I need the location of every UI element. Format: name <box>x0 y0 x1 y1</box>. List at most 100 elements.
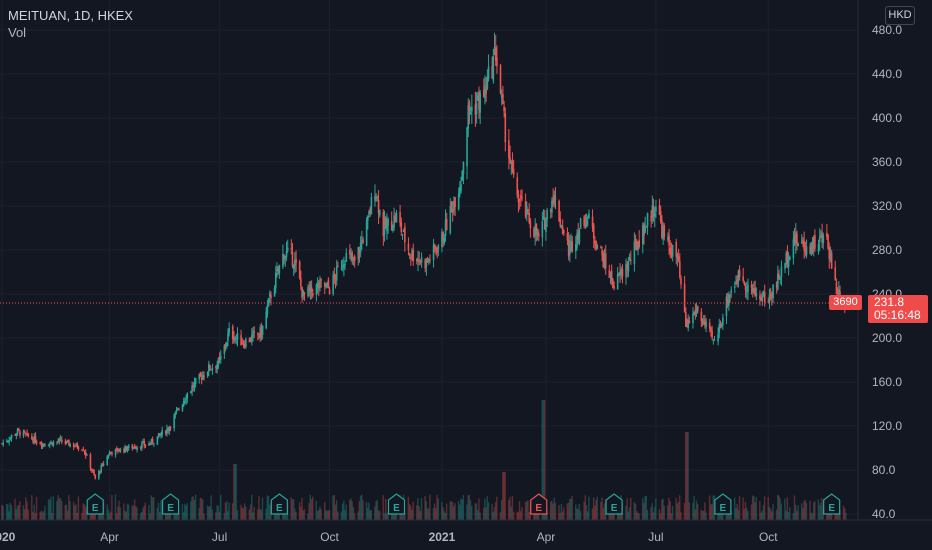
currency-badge[interactable]: HKD <box>885 6 915 25</box>
candle-body <box>323 282 326 287</box>
candle-body <box>410 256 412 258</box>
candle-body <box>93 470 95 475</box>
candle-body <box>711 330 713 338</box>
candle-body <box>123 449 125 452</box>
volume-bar <box>58 498 60 520</box>
candle-body <box>420 257 423 263</box>
candle-body <box>667 237 669 240</box>
candle-body <box>144 444 147 446</box>
earnings-marker[interactable]: E <box>86 493 104 515</box>
volume-bar <box>353 513 356 520</box>
volume-bar <box>150 495 153 520</box>
volume-indicator-label[interactable]: Vol <box>8 25 27 40</box>
volume-bar <box>344 509 346 520</box>
volume-bar <box>367 507 369 520</box>
volume-bar <box>695 500 698 520</box>
volume-bar <box>368 502 370 520</box>
candle-body <box>817 244 820 252</box>
candle-body <box>184 400 186 403</box>
volume-bar <box>812 502 815 520</box>
volume-bar <box>595 500 597 520</box>
candle-body <box>399 212 401 224</box>
volume-bar <box>115 513 118 520</box>
volume-bar <box>375 501 377 520</box>
candle-body <box>153 443 155 445</box>
volume-bar <box>35 496 38 520</box>
earnings-marker[interactable]: E <box>714 493 732 515</box>
volume-bar <box>471 505 473 520</box>
candle-body <box>317 282 320 289</box>
candle-body <box>349 249 351 255</box>
candle-body <box>181 404 184 411</box>
volume-bar <box>261 497 264 520</box>
earnings-marker[interactable]: E <box>161 493 180 515</box>
volume-bar <box>84 506 87 520</box>
candle-body <box>245 338 247 348</box>
candle-body <box>493 47 496 55</box>
candle-body <box>14 434 16 436</box>
volume-bar <box>542 400 545 520</box>
candle-body <box>191 385 193 393</box>
candle-body <box>98 471 100 479</box>
candle-body <box>39 442 42 445</box>
volume-bar <box>444 513 447 520</box>
candle-body <box>579 218 582 229</box>
volume-bar <box>333 495 335 520</box>
candle-body <box>761 296 764 301</box>
earnings-marker[interactable]: E <box>387 493 406 515</box>
volume-bar <box>143 505 145 520</box>
volume-bar <box>512 511 515 520</box>
candle-body <box>584 224 587 226</box>
volume-bar <box>645 496 647 520</box>
candle-body <box>209 365 211 370</box>
candle-body <box>425 259 428 267</box>
volume-bar <box>454 503 456 520</box>
volume-bar <box>210 495 212 520</box>
candle-body <box>408 253 411 256</box>
volume-bar <box>794 505 797 520</box>
volume-bar <box>484 498 486 520</box>
volume-bar <box>638 513 640 520</box>
volume-bar <box>182 512 185 520</box>
volume-bar <box>608 510 610 520</box>
candle-body <box>677 256 680 261</box>
candle-body <box>378 210 381 216</box>
candle-body <box>742 276 744 282</box>
volume-bar <box>59 497 62 520</box>
candle-body <box>460 184 462 191</box>
candle-body <box>688 320 691 323</box>
earnings-marker[interactable]: E <box>530 493 548 515</box>
candle-body <box>536 232 539 234</box>
price-axis[interactable]: 40.080.0120.0160.0200.0240.0280.0320.036… <box>857 0 902 521</box>
candle-body <box>412 249 415 262</box>
earnings-marker[interactable]: E <box>270 493 288 515</box>
candle-body <box>173 415 175 429</box>
candle-body <box>576 234 578 248</box>
volume-bar <box>786 497 789 520</box>
volume-bar <box>424 496 426 520</box>
candle-body <box>479 92 481 113</box>
volume-bar <box>675 498 677 520</box>
volume-bar <box>528 511 530 520</box>
candle-body <box>285 250 288 258</box>
candle-body <box>132 446 135 448</box>
volume-bar <box>652 512 655 520</box>
candle-body <box>510 161 513 165</box>
candle-body <box>83 450 86 453</box>
candle-body <box>241 343 244 345</box>
volume-bar <box>133 499 136 520</box>
candle-body <box>754 287 756 296</box>
candle-body <box>199 372 202 376</box>
price-tick-label: 320.0 <box>872 199 902 213</box>
earnings-marker[interactable]: E <box>823 493 841 515</box>
candle-body <box>797 243 799 247</box>
symbol-title[interactable]: MEITUAN, 1D, HKEX <box>8 8 133 23</box>
time-axis[interactable]: 2020 Apr Jul Oct 2021 Apr Jul Oct <box>0 519 932 544</box>
candle-body <box>720 324 723 327</box>
candle-body <box>621 268 624 277</box>
candle-body <box>40 444 43 447</box>
earnings-marker[interactable]: E <box>605 493 623 515</box>
candle-body <box>278 264 281 274</box>
